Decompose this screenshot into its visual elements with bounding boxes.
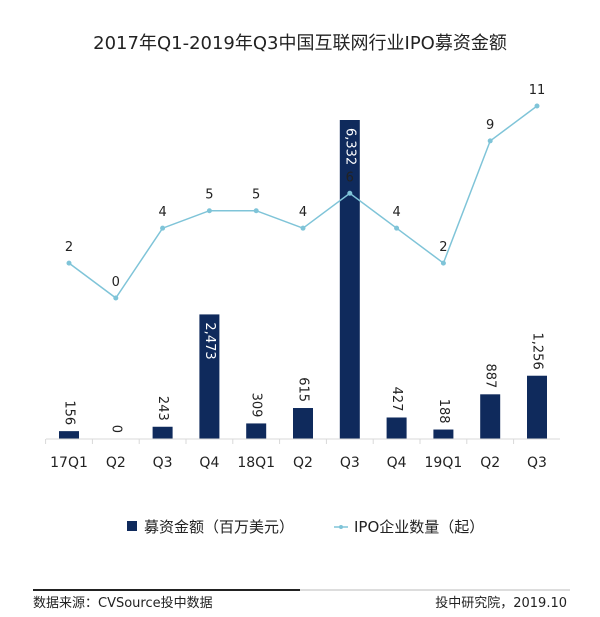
x-tick-label: Q3 — [527, 455, 547, 471]
line-series — [68, 105, 538, 300]
bar — [152, 426, 173, 439]
bar-data-label: 243 — [155, 396, 170, 421]
footer: 数据来源：CVSource投中数据 投中研究院，2019.10 — [33, 589, 570, 611]
line-point — [534, 103, 540, 109]
x-tick-label: 18Q1 — [237, 455, 275, 471]
line-point — [300, 225, 306, 231]
line-data-label: 6 — [346, 170, 354, 185]
bar — [246, 423, 267, 439]
x-tick-label: Q2 — [293, 455, 313, 471]
line-data-label: 2 — [65, 240, 73, 255]
line-data-label: 9 — [486, 118, 494, 133]
bar-data-label: 0 — [108, 425, 123, 433]
bar-data-label: 156 — [62, 400, 77, 425]
bar-data-label: 887 — [483, 363, 498, 388]
bar-data-label: 427 — [389, 387, 404, 412]
legend-line-label: IPO企业数量（起） — [354, 518, 484, 536]
line-point — [394, 225, 400, 231]
x-tick-label: Q4 — [387, 455, 407, 471]
x-tick-label: Q3 — [153, 455, 173, 471]
chart-title: 2017年Q1-2019年Q3中国互联网行业IPO募资金额 — [93, 33, 507, 54]
line-point — [440, 260, 446, 266]
x-tick-label: Q4 — [199, 455, 219, 471]
legend-line-marker — [339, 525, 343, 529]
line-point — [347, 190, 353, 196]
line-data-label: 4 — [158, 205, 166, 220]
bar — [339, 120, 360, 439]
line-point — [206, 208, 212, 214]
x-tick-label: 17Q1 — [50, 455, 88, 471]
bar — [480, 394, 501, 439]
line-data-label: 11 — [529, 83, 546, 98]
line-data-label: 5 — [252, 188, 260, 203]
bar — [59, 431, 79, 439]
bar — [386, 417, 407, 439]
bar-data-label: 1,256 — [530, 333, 545, 370]
x-tick-label: Q2 — [106, 455, 126, 471]
bar — [433, 429, 454, 439]
line-point — [253, 208, 259, 214]
line-data-label: 4 — [392, 205, 400, 220]
bar — [293, 408, 313, 439]
bar-data-label: 309 — [249, 393, 264, 418]
bar — [199, 314, 220, 439]
x-tick-label: Q3 — [340, 455, 360, 471]
bar — [527, 375, 547, 439]
source-text: 数据来源：CVSource投中数据 — [33, 595, 213, 611]
x-tick-label: Q2 — [480, 455, 500, 471]
legend: 募资金额（百万美元） IPO企业数量（起） — [127, 518, 484, 536]
line-data-label: 4 — [299, 205, 307, 220]
legend-bar-swatch — [127, 521, 137, 531]
bar-data-label: 615 — [296, 377, 311, 402]
line-point — [113, 295, 119, 301]
x-tick-label: 19Q1 — [425, 455, 463, 471]
bar-data-label: 188 — [436, 399, 451, 424]
line-data-label: 5 — [205, 188, 213, 203]
legend-bar-label: 募资金额（百万美元） — [144, 518, 294, 536]
line-point — [487, 138, 493, 144]
line-point — [66, 260, 72, 266]
line-data-label: 0 — [112, 275, 120, 290]
line-point — [160, 225, 166, 231]
line-data-label: 2 — [439, 240, 447, 255]
bar-data-label: 2,473 — [202, 322, 217, 359]
bar-data-label: 6,332 — [342, 128, 357, 165]
credit-text: 投中研究院，2019.10 — [435, 595, 567, 611]
